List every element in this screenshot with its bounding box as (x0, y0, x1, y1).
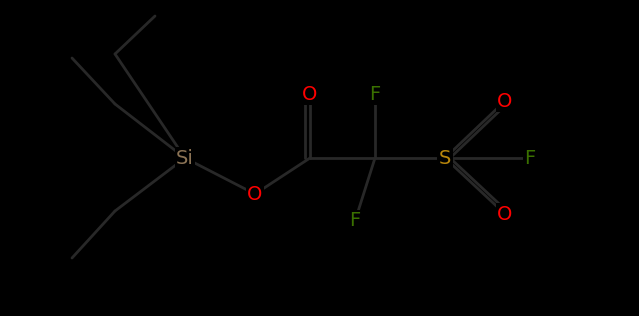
Text: S: S (439, 149, 451, 167)
Text: O: O (302, 84, 318, 104)
Text: F: F (350, 211, 360, 230)
Text: F: F (369, 84, 381, 104)
Text: O: O (497, 92, 512, 111)
Text: O: O (497, 204, 512, 223)
Text: Si: Si (176, 149, 194, 167)
Text: O: O (247, 185, 263, 204)
Text: F: F (525, 149, 535, 167)
